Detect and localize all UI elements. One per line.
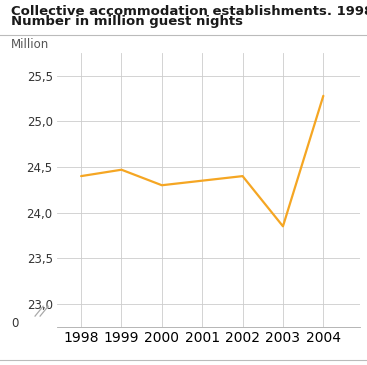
Text: Collective accommodation establishments. 1998-2004.: Collective accommodation establishments.…: [11, 5, 367, 19]
Text: 0: 0: [11, 316, 18, 330]
Text: Million: Million: [11, 38, 49, 51]
Text: Number in million guest nights: Number in million guest nights: [11, 15, 243, 28]
